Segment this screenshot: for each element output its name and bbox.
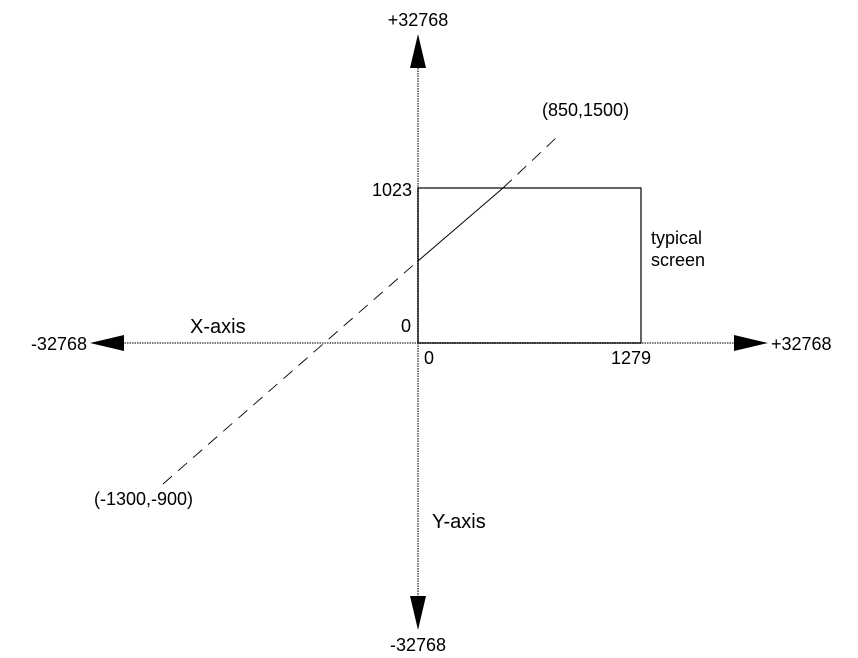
- line-segment-outside-upper: [502, 135, 559, 189]
- line-segment-outside-lower: [162, 260, 419, 485]
- x-axis-right-arrowhead: [734, 335, 768, 351]
- x-axis-min-label: -32768: [31, 334, 87, 354]
- line-start-label: (-1300,-900): [94, 489, 193, 509]
- x-axis-name: X-axis: [190, 316, 246, 338]
- typical-screen-rectangle: [417, 187, 642, 344]
- y-axis-bottom-arrowhead: [410, 596, 426, 630]
- screen-y-origin-label: 0: [401, 316, 411, 336]
- y-axis-max-label: +32768: [388, 10, 449, 30]
- screen-y-extent-label: 1023: [372, 180, 412, 200]
- typical-screen-label-line1: typical: [651, 228, 702, 248]
- line-segment-inside-screen: [417, 187, 504, 262]
- y-axis-top-arrowhead: [410, 34, 426, 68]
- x-axis-left-arrowhead: [90, 335, 124, 351]
- y-axis-min-label: -32768: [390, 635, 446, 655]
- screen-x-origin-label: 0: [424, 348, 434, 368]
- x-axis-max-label: +32768: [771, 334, 832, 354]
- typical-screen-label-line2: screen: [651, 250, 705, 270]
- y-axis-name: Y-axis: [432, 511, 486, 533]
- line-end-label: (850,1500): [542, 100, 629, 120]
- screen-x-extent-label: 1279: [611, 348, 651, 368]
